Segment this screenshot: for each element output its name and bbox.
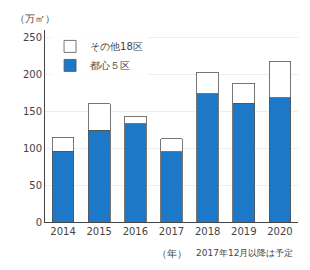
svg-text:（万㎡）: （万㎡）	[15, 13, 55, 24]
svg-text:0: 0	[36, 217, 42, 228]
svg-text:2017年12月以降は予定: 2017年12月以降は予定	[196, 248, 293, 258]
svg-text:250: 250	[23, 32, 42, 43]
svg-text:2019: 2019	[231, 226, 256, 237]
svg-text:200: 200	[23, 69, 42, 80]
svg-text:2017: 2017	[159, 226, 184, 237]
svg-text:150: 150	[23, 106, 42, 117]
svg-text:2014: 2014	[50, 226, 75, 237]
svg-text:2015: 2015	[86, 226, 111, 237]
svg-text:2020: 2020	[267, 226, 292, 237]
svg-text:都心５区: 都心５区	[90, 60, 130, 71]
svg-text:その他18区: その他18区	[90, 41, 143, 52]
svg-text:（年）: （年）	[157, 248, 187, 259]
svg-text:2018: 2018	[195, 226, 220, 237]
svg-text:100: 100	[23, 143, 42, 154]
svg-text:2016: 2016	[123, 226, 148, 237]
svg-text:50: 50	[29, 180, 42, 191]
